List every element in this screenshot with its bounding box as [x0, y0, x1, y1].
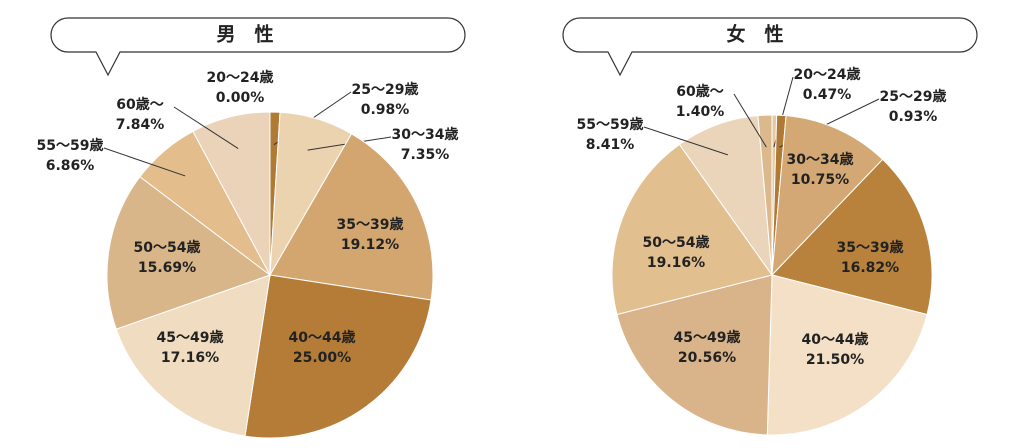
value-label: 20.56% — [678, 350, 736, 366]
pie-slice — [269, 133, 434, 301]
value-label: 0.47% — [803, 87, 852, 103]
value-label: 7.84% — [116, 117, 165, 133]
value-label: 1.40% — [676, 104, 725, 120]
category-label: 40〜44歳 — [802, 331, 869, 348]
category-label: 50〜54歳 — [134, 239, 201, 256]
category-label: 45〜49歳 — [674, 329, 741, 346]
pie-slice — [192, 111, 271, 276]
category-label: 60歳〜 — [676, 83, 723, 100]
category-label: 25〜29歳 — [352, 81, 419, 98]
value-label: 6.86% — [46, 158, 95, 174]
pie-slice — [106, 176, 272, 330]
value-label: 21.50% — [806, 352, 864, 368]
category-label: 35〜39歳 — [337, 216, 404, 233]
value-label: 17.16% — [161, 350, 219, 366]
value-label: 0.98% — [361, 102, 410, 118]
pie-slice — [771, 115, 884, 277]
pie-slice — [771, 158, 933, 316]
title-bubble — [562, 17, 978, 77]
category-label: 30〜34歳 — [392, 126, 459, 143]
value-label: 19.16% — [647, 255, 705, 271]
leader-line — [733, 93, 767, 148]
value-label: 10.75% — [791, 172, 849, 188]
category-label: 55〜59歳 — [37, 137, 104, 154]
leader-line — [643, 126, 729, 156]
category-label: 45〜49歳 — [157, 329, 224, 346]
value-label: 16.82% — [841, 260, 899, 276]
category-label: 35〜39歳 — [837, 239, 904, 256]
pie-slice — [757, 114, 773, 276]
pie-slice — [678, 115, 773, 277]
value-label: 25.00% — [293, 350, 351, 366]
category-label: 20〜24歳 — [794, 66, 861, 83]
value-label: 15.69% — [138, 260, 196, 276]
category-label: 30〜34歳 — [787, 151, 854, 168]
leader-line — [173, 106, 239, 149]
category-label: 20〜24歳 — [207, 69, 274, 86]
leader-line — [103, 147, 186, 177]
pie-slice — [115, 274, 271, 437]
pie-slice — [766, 274, 928, 436]
title-bubble — [50, 17, 466, 77]
chart-title: 女 性 — [726, 23, 783, 46]
value-label: 8.41% — [586, 137, 635, 153]
value-label: 0.93% — [889, 109, 938, 125]
category-label: 25〜29歳 — [880, 88, 947, 105]
category-label: 60歳〜 — [116, 96, 163, 113]
category-label: 50〜54歳 — [643, 234, 710, 251]
chart-title: 男 性 — [216, 23, 273, 46]
pie-slice — [616, 274, 773, 436]
value-label: 0.00% — [216, 90, 265, 106]
value-label: 7.35% — [401, 147, 450, 163]
pie-slice — [611, 143, 773, 316]
value-label: 19.12% — [341, 237, 399, 253]
pie-slice — [244, 274, 432, 439]
category-label: 55〜59歳 — [577, 116, 644, 133]
category-label: 40〜44歳 — [289, 329, 356, 346]
